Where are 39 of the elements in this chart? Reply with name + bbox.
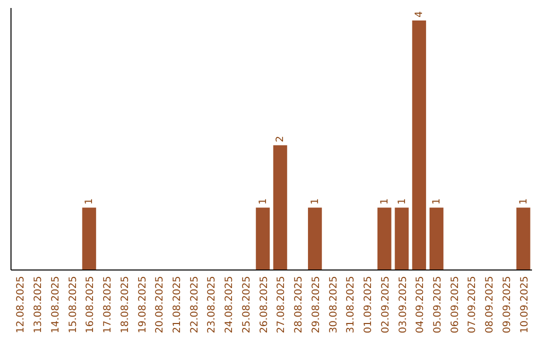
data-label: 1	[379, 198, 390, 205]
x-tick-label: 16.08.2025	[85, 276, 96, 334]
x-tick-label: 10.09.2025	[519, 276, 530, 334]
x-tick-label: 22.08.2025	[189, 276, 200, 334]
x-tick-label: 07.09.2025	[467, 276, 478, 334]
x-tick-label: 04.09.2025	[415, 276, 426, 334]
x-tick-label: 14.08.2025	[50, 276, 62, 334]
data-label: 1	[84, 198, 96, 205]
x-tick-label: 17.08.2025	[102, 276, 114, 334]
x-tick-label: 30.08.2025	[328, 276, 340, 334]
x-tick-label: 26.08.2025	[258, 276, 270, 334]
data-label: 2	[275, 136, 286, 142]
x-tick-label: 15.08.2025	[68, 276, 79, 334]
data-label: 4	[414, 11, 426, 18]
x-tick-label: 28.08.2025	[294, 276, 305, 334]
x-tick-label: 13.08.2025	[33, 276, 44, 334]
x-tick-label: 24.08.2025	[224, 276, 236, 334]
x-tick-label: 03.09.2025	[398, 276, 409, 334]
x-tick-label: 25.08.2025	[241, 276, 252, 334]
x-tick-label: 27.08.2025	[276, 276, 288, 334]
x-tick-label: 29.08.2025	[310, 276, 322, 334]
x-tick-label: 20.08.2025	[154, 276, 166, 334]
x-tick-label: 18.08.2025	[120, 276, 131, 334]
x-tick-label: 02.09.2025	[380, 276, 392, 334]
data-label: 1	[518, 198, 530, 205]
x-tick-label: 05.09.2025	[432, 276, 444, 334]
x-tick-label: 19.08.2025	[137, 276, 148, 334]
data-label: 1	[310, 198, 321, 205]
x-tick-label: 08.09.2025	[484, 276, 496, 334]
x-tick-label: 23.08.2025	[206, 276, 218, 334]
x-tick-label: 09.09.2025	[502, 276, 513, 334]
x-tick-label: 01.09.2025	[363, 276, 374, 334]
x-tick-label: 21.08.2025	[172, 276, 183, 334]
x-tick-label: 12.08.2025	[16, 276, 27, 334]
data-label: 1	[396, 198, 408, 205]
x-tick-label: 31.08.2025	[346, 276, 357, 334]
data-label: 1	[258, 198, 269, 205]
x-tick-label: 06.09.2025	[450, 276, 461, 334]
data-label: 1	[431, 198, 442, 205]
